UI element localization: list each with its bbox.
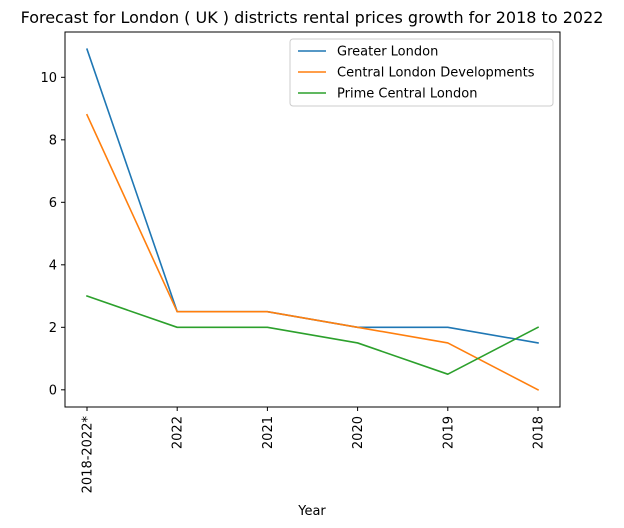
legend-label: Greater London [337,45,438,60]
plot-area [64,31,561,408]
x-tick-label: 2022 [171,416,186,449]
x-tick-label: 2018 [532,416,547,449]
legend: Greater London Central London Development… [289,38,554,107]
y-tick-label: 6 [49,196,57,211]
y-tick-label: 8 [49,133,57,148]
x-tick-label: 2018-2022* [81,416,96,494]
legend-box [289,38,554,107]
y-tick-label: 2 [49,321,57,336]
series-lines [85,48,540,391]
x-tick-label: 2021 [261,416,276,449]
x-tick-label: 2020 [351,416,366,449]
x-axis: 2018-2022* 2022 2021 2020 2019 2018 [81,407,547,493]
y-tick-label: 0 [49,383,57,398]
x-axis-label: Year [297,504,326,519]
y-tick-label: 4 [49,258,57,273]
y-tick-label: 10 [40,71,57,86]
y-axis: 0 2 4 6 8 10 [40,71,65,398]
series-line-2 [85,295,540,375]
series-line-1 [85,113,540,391]
legend-label: Central London Developments [337,66,535,81]
chart-title: Forecast for London ( UK ) districts ren… [21,8,604,27]
x-tick-label: 2019 [441,416,456,449]
legend-label: Prime Central London [337,87,477,102]
